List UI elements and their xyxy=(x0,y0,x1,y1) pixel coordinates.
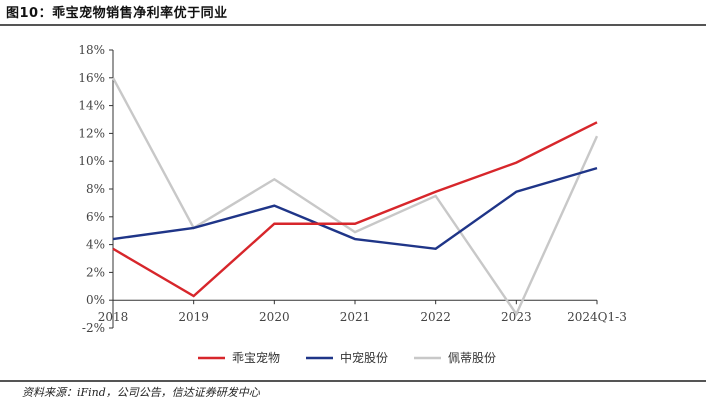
bottom-divider xyxy=(0,380,706,382)
top-divider xyxy=(0,24,706,26)
series-line-3 xyxy=(111,77,599,317)
y-tick-label: 18% xyxy=(78,43,105,57)
source-note: 资料来源：iFind，公司公告，信达证券研发中心 xyxy=(22,386,260,399)
x-tick-label: 2022 xyxy=(420,310,451,324)
y-tick-label: 12% xyxy=(78,126,105,140)
y-tick-label: 6% xyxy=(86,210,105,224)
x-tick-label: 2023 xyxy=(501,310,532,324)
y-tick-label: 14% xyxy=(78,99,105,113)
x-tick-label: 2021 xyxy=(340,310,371,324)
axes: -2% 0% 2% 4% 6% 8% 10% 12% 14% 16% 18% 2018 2019 2020… xyxy=(78,43,627,335)
chart-title: 图10：乖宝宠物销售净利率优于同业 xyxy=(6,6,228,21)
series-lines xyxy=(111,77,599,317)
series-line-2 xyxy=(112,166,598,251)
y-tick-label: 10% xyxy=(78,154,105,168)
y-tick-label: 2% xyxy=(86,265,105,279)
legend: 乖宝宠物 中宠股份 佩蒂股份 xyxy=(198,350,496,365)
x-tick-label: 2019 xyxy=(178,310,209,324)
legend-label-3: 佩蒂股份 xyxy=(448,351,496,365)
y-tick-label: 0% xyxy=(86,293,105,307)
legend-label-1: 乖宝宠物 xyxy=(232,350,280,365)
y-tick-label: 16% xyxy=(78,71,105,85)
y-tick-label: 4% xyxy=(86,238,105,252)
y-tick-label: -2% xyxy=(82,321,105,335)
x-tick-label: 2020 xyxy=(259,310,290,324)
x-tick-label: 2018 xyxy=(98,310,129,324)
legend-label-2: 中宠股份 xyxy=(340,350,388,365)
y-tick-label: 8% xyxy=(86,182,105,196)
x-tick-label: 2024Q1-3 xyxy=(567,310,627,324)
series-line-1 xyxy=(112,121,598,298)
